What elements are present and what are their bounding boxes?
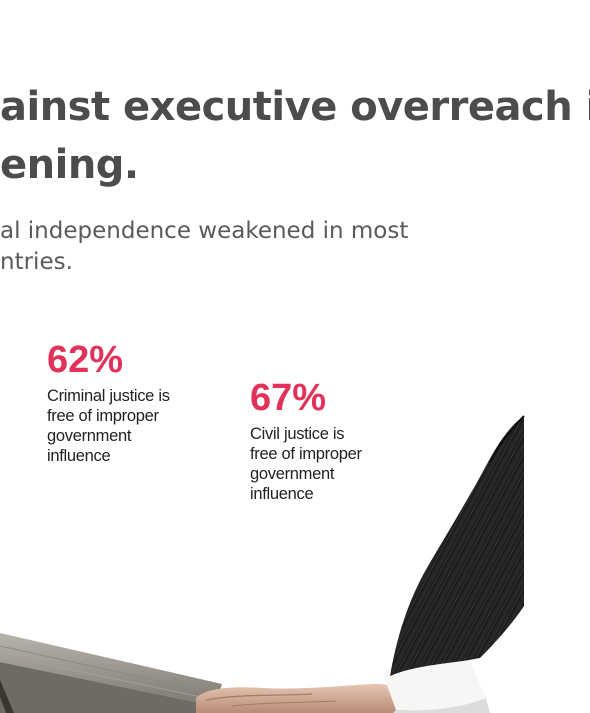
hand xyxy=(196,683,412,713)
stat-criminal-justice-line-2: free of improper xyxy=(47,407,159,425)
stat-civil-justice-value: 67% xyxy=(250,377,327,419)
stat-civil-justice-line-1: Civil justice is xyxy=(250,425,345,443)
headline-line-1: ainst executive overreach is xyxy=(0,84,590,130)
suit-sleeve xyxy=(390,415,525,676)
stat-criminal-justice-line-3: government xyxy=(47,427,132,445)
stat-civil-justice-line-3: government xyxy=(250,465,335,483)
headline: ainst executive overreach is ening. xyxy=(0,78,590,194)
subheadline-line-1: al independence weakened in most xyxy=(0,218,409,244)
headline-line-2: ening. xyxy=(0,142,139,188)
stat-criminal-justice-description: Criminal justice is free of improper gov… xyxy=(47,386,192,466)
subheadline: al independence weakened in most ntries. xyxy=(0,216,590,278)
stat-civil-justice-line-4: influence xyxy=(250,485,314,503)
stat-criminal-justice: 62% Criminal justice is free of improper… xyxy=(47,340,192,466)
stat-civil-justice-line-2: free of improper xyxy=(250,445,362,463)
stat-criminal-justice-line-4: influence xyxy=(47,447,111,465)
stat-civil-justice-description: Civil justice is free of improper govern… xyxy=(250,424,395,504)
gavel-handle xyxy=(0,633,222,713)
subheadline-line-2: ntries. xyxy=(0,249,73,275)
stat-criminal-justice-value: 62% xyxy=(47,339,124,381)
stat-criminal-justice-line-1: Criminal justice is xyxy=(47,387,170,405)
stat-civil-justice: 67% Civil justice is free of improper go… xyxy=(250,378,395,504)
